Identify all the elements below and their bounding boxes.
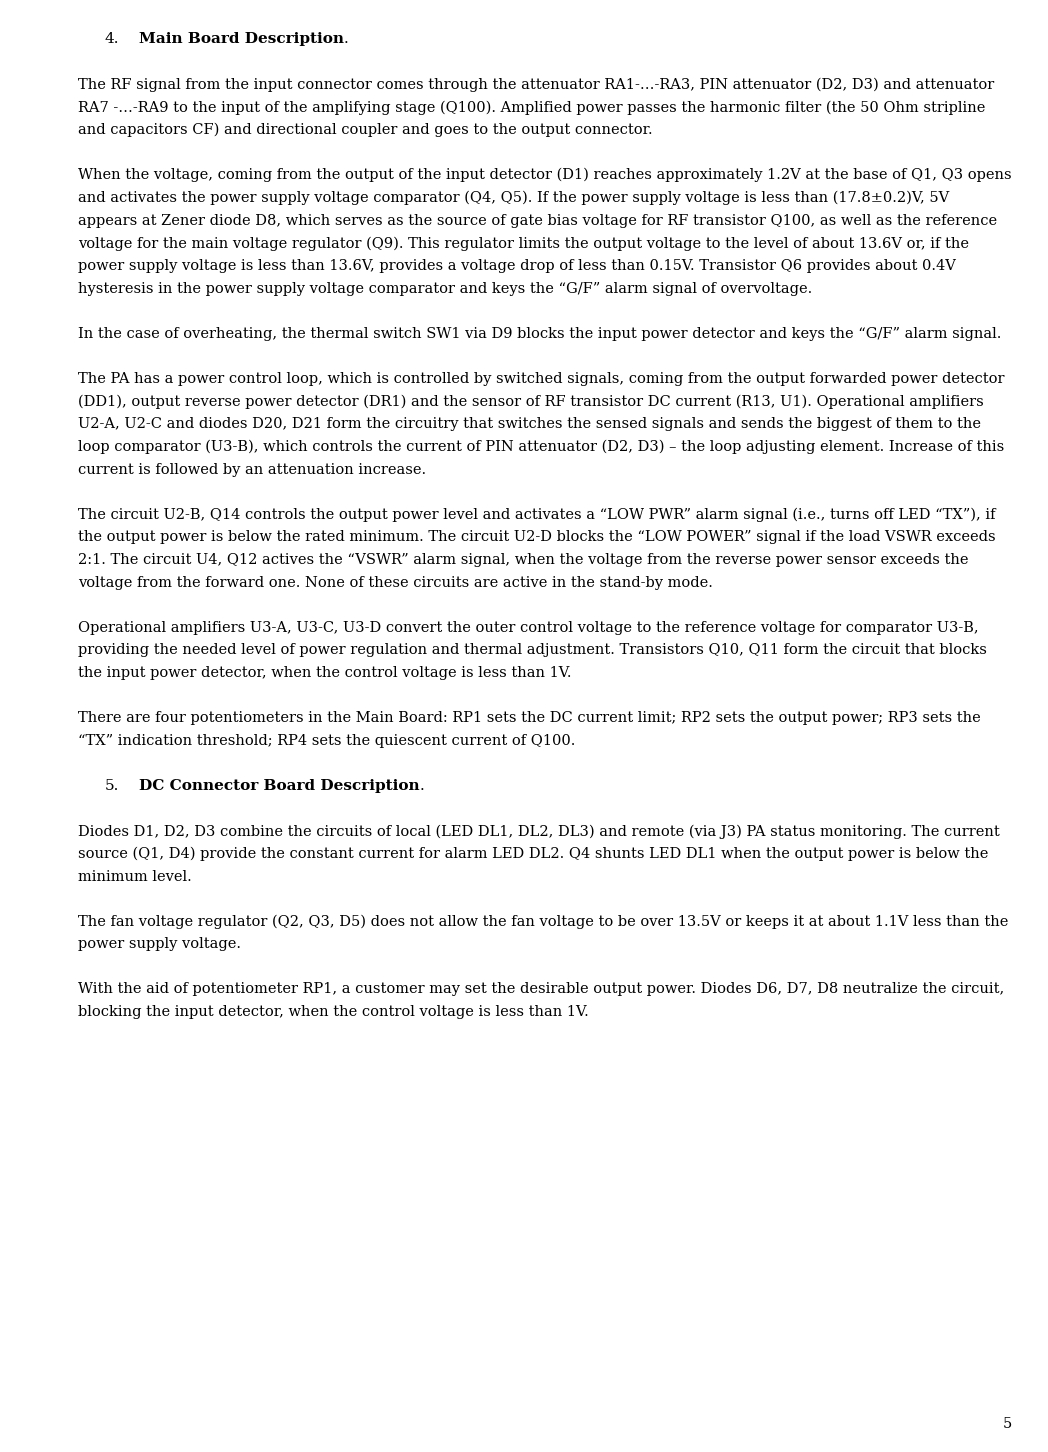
Text: DC Connector Board Description: DC Connector Board Description bbox=[139, 778, 419, 793]
Text: power supply voltage.: power supply voltage. bbox=[78, 938, 241, 951]
Text: The PA has a power control loop, which is controlled by switched signals, coming: The PA has a power control loop, which i… bbox=[78, 372, 1004, 385]
Text: the output power is below the rated minimum. The circuit U2-D blocks the “LOW PO: the output power is below the rated mini… bbox=[78, 530, 996, 544]
Text: There are four potentiometers in the Main Board: RP1 sets the DC current limit; : There are four potentiometers in the Mai… bbox=[78, 711, 981, 725]
Text: 5.: 5. bbox=[105, 778, 119, 793]
Text: Diodes D1, D2, D3 combine the circuits of local (LED DL1, DL2, DL3) and remote (: Diodes D1, D2, D3 combine the circuits o… bbox=[78, 825, 1000, 839]
Text: loop comparator (U3-B), which controls the current of PIN attenuator (D2, D3) – : loop comparator (U3-B), which controls t… bbox=[78, 440, 1004, 454]
Text: With the aid of potentiometer RP1, a customer may set the desirable output power: With the aid of potentiometer RP1, a cus… bbox=[78, 982, 1004, 996]
Text: source (Q1, D4) provide the constant current for alarm LED DL2. Q4 shunts LED DL: source (Q1, D4) provide the constant cur… bbox=[78, 847, 988, 861]
Text: minimum level.: minimum level. bbox=[78, 870, 192, 884]
Text: The circuit U2-B, Q14 controls the output power level and activates a “LOW PWR” : The circuit U2-B, Q14 controls the outpu… bbox=[78, 508, 996, 521]
Text: 2:1. The circuit U4, Q12 actives the “VSWR” alarm signal, when the voltage from : 2:1. The circuit U4, Q12 actives the “VS… bbox=[78, 553, 968, 568]
Text: “TX” indication threshold; RP4 sets the quiescent current of Q100.: “TX” indication threshold; RP4 sets the … bbox=[78, 733, 575, 748]
Text: .: . bbox=[344, 32, 349, 46]
Text: The fan voltage regulator (Q2, Q3, D5) does not allow the fan voltage to be over: The fan voltage regulator (Q2, Q3, D5) d… bbox=[78, 915, 1008, 929]
Text: Main Board Description: Main Board Description bbox=[139, 32, 344, 46]
Text: voltage from the forward one. None of these circuits are active in the stand-by : voltage from the forward one. None of th… bbox=[78, 576, 713, 590]
Text: 4.: 4. bbox=[105, 32, 119, 46]
Text: and activates the power supply voltage comparator (Q4, Q5). If the power supply : and activates the power supply voltage c… bbox=[78, 190, 949, 205]
Text: U2-A, U2-C and diodes D20, D21 form the circuitry that switches the sensed signa: U2-A, U2-C and diodes D20, D21 form the … bbox=[78, 417, 981, 431]
Text: Operational amplifiers U3-A, U3-C, U3-D convert the outer control voltage to the: Operational amplifiers U3-A, U3-C, U3-D … bbox=[78, 620, 979, 635]
Text: current is followed by an attenuation increase.: current is followed by an attenuation in… bbox=[78, 463, 427, 476]
Text: appears at Zener diode D8, which serves as the source of gate bias voltage for R: appears at Zener diode D8, which serves … bbox=[78, 213, 997, 228]
Text: the input power detector, when the control voltage is less than 1V.: the input power detector, when the contr… bbox=[78, 666, 571, 681]
Text: .: . bbox=[419, 778, 424, 793]
Text: In the case of overheating, the thermal switch SW1 via D9 blocks the input power: In the case of overheating, the thermal … bbox=[78, 327, 1002, 341]
Text: 5: 5 bbox=[1003, 1417, 1012, 1432]
Text: blocking the input detector, when the control voltage is less than 1V.: blocking the input detector, when the co… bbox=[78, 1005, 589, 1019]
Text: power supply voltage is less than 13.6V, provides a voltage drop of less than 0.: power supply voltage is less than 13.6V,… bbox=[78, 258, 956, 273]
Text: When the voltage, coming from the output of the input detector (D1) reaches appr: When the voltage, coming from the output… bbox=[78, 168, 1011, 183]
Text: voltage for the main voltage regulator (Q9). This regulator limits the output vo: voltage for the main voltage regulator (… bbox=[78, 237, 969, 251]
Text: The RF signal from the input connector comes through the attenuator RA1-…-RA3, P: The RF signal from the input connector c… bbox=[78, 77, 995, 91]
Text: RA7 -…-RA9 to the input of the amplifying stage (Q100). Amplified power passes t: RA7 -…-RA9 to the input of the amplifyin… bbox=[78, 100, 985, 115]
Text: (DD1), output reverse power detector (DR1) and the sensor of RF transistor DC cu: (DD1), output reverse power detector (DR… bbox=[78, 395, 984, 408]
Text: providing the needed level of power regulation and thermal adjustment. Transisto: providing the needed level of power regu… bbox=[78, 643, 987, 658]
Text: hysteresis in the power supply voltage comparator and keys the “G/F” alarm signa: hysteresis in the power supply voltage c… bbox=[78, 282, 812, 296]
Text: and capacitors CF) and directional coupler and goes to the output connector.: and capacitors CF) and directional coupl… bbox=[78, 123, 653, 138]
